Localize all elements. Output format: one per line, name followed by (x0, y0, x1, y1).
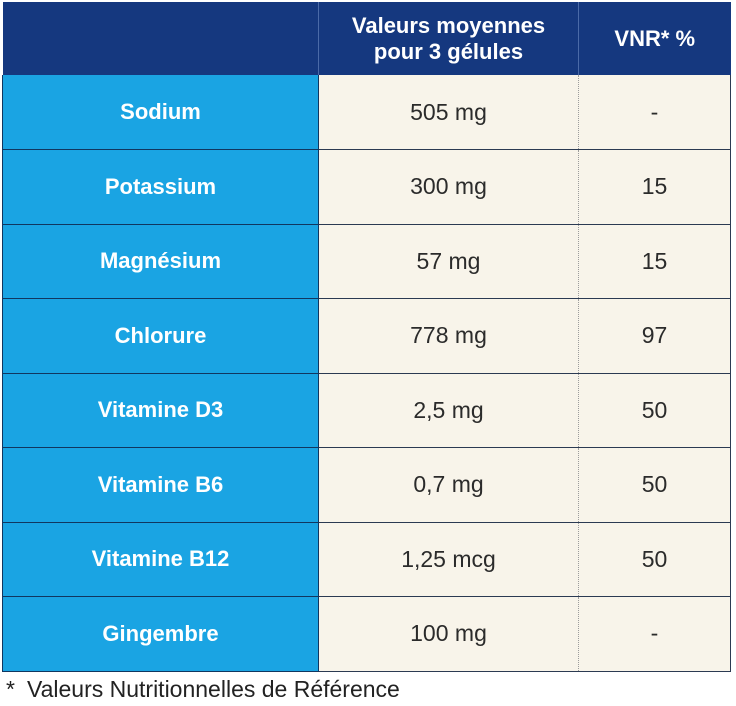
nutrient-amount: 57 mg (318, 224, 579, 299)
nutrient-name: Vitamine D3 (2, 373, 319, 448)
header-amount-line2: pour 3 gélules (373, 38, 524, 64)
nutrient-vnr: - (578, 596, 731, 672)
nutrient-name: Gingembre (2, 596, 319, 672)
table-row: Gingembre 100 mg - (2, 596, 731, 672)
table-row: Vitamine B12 1,25 mcg 50 (2, 522, 731, 597)
table-row: Vitamine D3 2,5 mg 50 (2, 373, 731, 448)
nutrient-amount: 505 mg (318, 75, 579, 150)
footnote-marker: * (6, 676, 15, 702)
nutrient-name: Vitamine B12 (2, 522, 319, 597)
table-body: Sodium 505 mg - Potassium 300 mg 15 Magn… (2, 75, 731, 672)
table-row: Sodium 505 mg - (2, 75, 731, 150)
header-empty-cell (2, 2, 319, 75)
nutrient-amount: 1,25 mcg (318, 522, 579, 597)
nutrient-name: Chlorure (2, 298, 319, 374)
table-row: Potassium 300 mg 15 (2, 149, 731, 225)
header-amount-line1: Valeurs moyennes (351, 12, 546, 38)
nutrient-vnr: 15 (578, 149, 731, 225)
table-row: Magnésium 57 mg 15 (2, 224, 731, 299)
nutrient-amount: 0,7 mg (318, 447, 579, 523)
footnote-text: Valeurs Nutritionnelles de Référence (26, 676, 400, 702)
nutrient-amount: 100 mg (318, 596, 579, 672)
header-amount-column: Valeurs moyennes pour 3 gélules (318, 2, 579, 75)
nutrient-name: Sodium (2, 75, 319, 150)
table-header: Valeurs moyennes pour 3 gélules VNR* % (2, 2, 731, 75)
nutrition-table: Valeurs moyennes pour 3 gélules VNR* % S… (2, 2, 731, 672)
nutrition-table-container: Valeurs moyennes pour 3 gélules VNR* % S… (2, 2, 731, 672)
nutrient-name: Magnésium (2, 224, 319, 299)
nutrient-name: Vitamine B6 (2, 447, 319, 523)
nutrient-vnr: 50 (578, 373, 731, 448)
header-row: Valeurs moyennes pour 3 gélules VNR* % (2, 2, 731, 75)
nutrient-vnr: - (578, 75, 731, 150)
nutrient-vnr: 50 (578, 522, 731, 597)
footnote: * Valeurs Nutritionnelles de Référence (6, 676, 400, 703)
nutrient-amount: 300 mg (318, 149, 579, 225)
header-vnr-column: VNR* % (578, 2, 731, 75)
nutrient-amount: 2,5 mg (318, 373, 579, 448)
nutrient-vnr: 97 (578, 298, 731, 374)
table-row: Vitamine B6 0,7 mg 50 (2, 447, 731, 523)
nutrient-amount: 778 mg (318, 298, 579, 374)
nutrient-name: Potassium (2, 149, 319, 225)
nutrient-vnr: 50 (578, 447, 731, 523)
nutrient-vnr: 15 (578, 224, 731, 299)
table-row: Chlorure 778 mg 97 (2, 298, 731, 374)
